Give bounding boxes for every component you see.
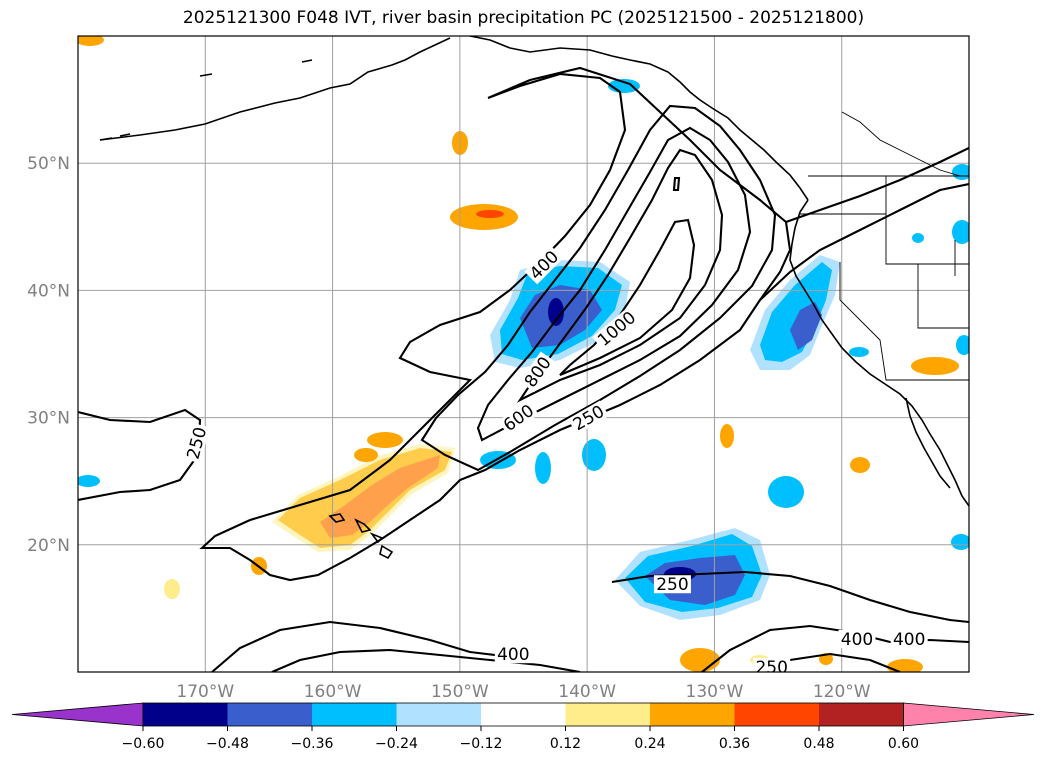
lat-tick-label: 40°N [27,281,70,301]
pc-positive-small-7 [887,659,923,672]
colorbar-bin [396,703,482,726]
lon-tick-label: 150°W [431,682,489,702]
colorbar-tick-label: 0.24 [634,736,665,752]
coastlines [99,36,969,560]
contour-label-text: 400 [893,630,925,650]
pc-negative-small-1 [768,476,804,508]
lon-tick-label: 140°W [558,682,616,702]
ivt-contour-600 [476,126,752,442]
pc-negative-central-048 [548,298,564,326]
contour-label: 600 [498,399,539,436]
pc-positive-small-8 [850,457,870,473]
colorbar-tick-label: −0.36 [291,736,334,752]
colorbar-tick-label: 0.12 [550,736,581,752]
contour-label-bg [498,399,539,436]
ivt-contour-250-south-lower [211,620,521,672]
contour-label-text: 400 [497,645,529,665]
colorbar-bin [734,703,820,726]
pc-negative-california-036 [790,302,822,350]
colorbar-bin [312,703,397,726]
contour-label: 400 [494,645,532,665]
contour-label-bg [592,306,641,351]
longitude-labels: 170°W 160°W 150°W 140°W 130°W 120°W [176,682,870,702]
ivt-contour-400-south [271,648,581,672]
colorbar-bin [143,703,228,726]
ivt-contour-250-south [611,570,969,624]
contour-label-bg [753,657,791,672]
pc-positive-small-2 [367,432,403,448]
lat-tick-label: 30°N [27,409,70,429]
colorbar-tick-label: 0.60 [888,736,919,752]
lon-tick-label: 130°W [686,682,744,702]
pc-negative-small-8 [956,335,969,355]
pc-negative-small-3 [535,452,551,484]
colorbar-bin [819,703,904,726]
pc-positive-small-11 [78,36,104,46]
map-frame [77,35,970,673]
colorbar-bin [565,703,651,726]
pc-positive-hawaii-012 [272,444,455,552]
pc-negative-small-10 [849,347,869,357]
contour-label: 400 [890,629,928,650]
pc-negative-small-9 [951,534,969,550]
colorbar-tick-label: −0.48 [206,736,249,752]
latitude-labels: 50°N 40°N 30°N 20°N [27,154,70,556]
contour-label: 250 [753,657,791,678]
contour-label-bg [653,575,691,594]
pc-positive-ne-pacific-core [476,210,504,218]
colorbar-extend-low [11,702,144,727]
lat-tick-label: 50°N [27,154,70,174]
pc-positive-small-5 [911,357,959,375]
political-borders [800,111,969,381]
pc-positive-small-9 [164,579,180,599]
contour-label-text: 400 [841,630,873,650]
contour-label-bg [524,245,564,285]
pc-negative-california-024 [760,262,832,362]
contour-label-bg [838,629,876,648]
contour-label-bg [567,400,609,435]
lon-tick-label: 160°W [304,682,362,702]
colorbar-bin [227,703,313,726]
colorbar: −0.60 −0.48 −0.36 −0.24 −0.12 0.12 0.24 0.36 0.4… [11,702,1035,752]
colorbar-tick-label: 0.48 [803,736,834,752]
ivt-contour-800 [516,148,724,403]
pc-positive-small-3 [354,448,378,462]
chart-title: 2025121300 F048 IVT, river basin precipi… [182,8,865,28]
contour-label-bg [182,422,210,464]
colorbar-tick-label: −0.60 [122,736,165,752]
lon-tick-label: 120°W [813,682,871,702]
contour-label: 250 [653,575,691,595]
contour-label-bg [890,629,928,648]
contour-label: 400 [838,629,876,650]
colorbar-tick-label: −0.12 [460,736,503,752]
contour-label-bg [519,351,556,393]
colorbar-tick-label: −0.24 [375,736,418,752]
ivt-contour-1000-small [672,176,681,192]
colorbar-bin [650,703,735,726]
pc-positive-small-4 [720,424,734,448]
ivt-contour-250-outer [199,66,792,582]
colorbar-extend-high [903,702,1035,727]
pc-negative-small-6 [952,220,969,244]
colorbar-frame [142,702,904,727]
pc-negative-small-2 [582,439,606,471]
contour-label-text: 250 [755,658,787,678]
contour-label-bg [494,645,532,664]
colorbar-bin [481,703,566,726]
ivt-contour-250-ne [785,147,969,223]
pc-negative-small-11 [78,475,100,487]
ivt-contour-400 [420,104,777,472]
lat-tick-label: 20°N [27,536,70,556]
ivt-contour-250-east [759,182,969,301]
colorbar-tick-label: 0.36 [719,736,750,752]
lon-tick-label: 170°W [176,682,234,702]
contour-label-text: 250 [656,575,688,595]
pc-negative-small-12 [912,233,924,243]
